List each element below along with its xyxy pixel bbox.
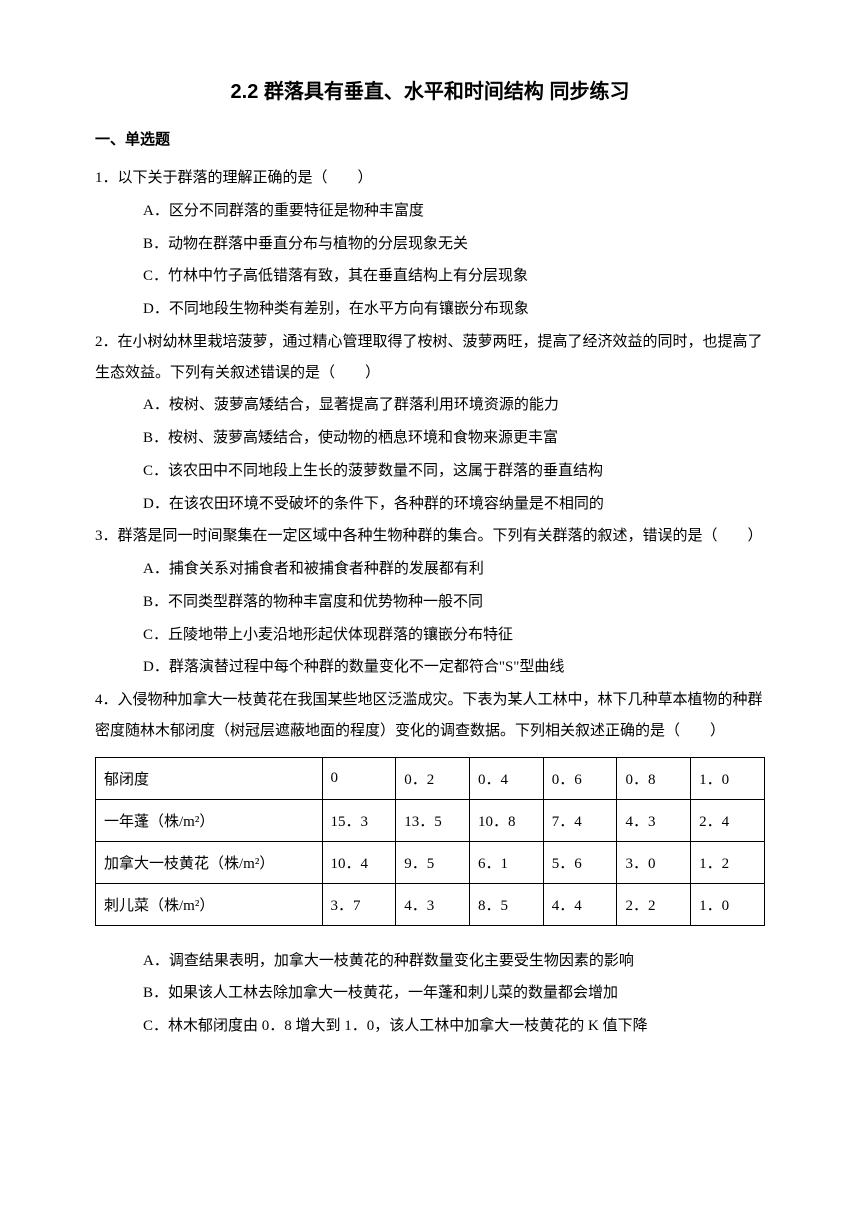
table-cell: 3．7 <box>322 883 396 925</box>
option-b: B．动物在群落中垂直分布与植物的分层现象无关 <box>95 229 765 260</box>
table-cell: 10．4 <box>322 841 396 883</box>
option-b: B．不同类型群落的物种丰富度和优势物种一般不同 <box>95 587 765 618</box>
table-cell: 0 <box>322 757 396 799</box>
option-d: D．群落演替过程中每个种群的数量变化不一定都符合"S"型曲线 <box>95 652 765 683</box>
option-b: B．桉树、菠萝高矮结合，使动物的栖息环境和食物来源更丰富 <box>95 423 765 454</box>
question-text: 4．入侵物种加拿大一枝黄花在我国某些地区泛滥成灾。下表为某人工林中，林下几种草本… <box>95 685 765 747</box>
question-1: 1．以下关于群落的理解正确的是（ ） A．区分不同群落的重要特征是物种丰富度 B… <box>95 163 765 325</box>
table-cell: 0．2 <box>396 757 470 799</box>
table-cell: 0．4 <box>469 757 543 799</box>
question-3: 3．群落是同一时间聚集在一定区域中各种生物种群的集合。下列有关群落的叙述，错误的… <box>95 521 765 683</box>
option-b: B．如果该人工林去除加拿大一枝黄花，一年蓬和刺儿菜的数量都会增加 <box>95 978 765 1009</box>
table-cell: 3．0 <box>617 841 691 883</box>
table-cell: 15．3 <box>322 799 396 841</box>
option-c: C．竹林中竹子高低错落有致，其在垂直结构上有分层现象 <box>95 261 765 292</box>
table-cell: 9．5 <box>396 841 470 883</box>
table-cell: 6．1 <box>469 841 543 883</box>
option-c: C．该农田中不同地段上生长的菠萝数量不同，这属于群落的垂直结构 <box>95 456 765 487</box>
table-cell: 一年蓬（株/m²） <box>96 799 323 841</box>
table-cell: 刺儿菜（株/m²） <box>96 883 323 925</box>
question-4-options: A．调查结果表明，加拿大一枝黄花的种群数量变化主要受生物因素的影响 B．如果该人… <box>95 946 765 1042</box>
table-cell: 郁闭度 <box>96 757 323 799</box>
table-cell: 1．0 <box>691 757 765 799</box>
question-4: 4．入侵物种加拿大一枝黄花在我国某些地区泛滥成灾。下表为某人工林中，林下几种草本… <box>95 685 765 747</box>
table-cell: 2．2 <box>617 883 691 925</box>
table-cell: 4．3 <box>617 799 691 841</box>
table-cell: 0．6 <box>543 757 617 799</box>
table-cell: 1．0 <box>691 883 765 925</box>
question-2: 2．在小树幼林里栽培菠萝，通过精心管理取得了桉树、菠萝两旺，提高了经济效益的同时… <box>95 327 765 520</box>
table-cell: 13．5 <box>396 799 470 841</box>
option-a: A．区分不同群落的重要特征是物种丰富度 <box>95 196 765 227</box>
table-cell: 1．2 <box>691 841 765 883</box>
table-cell: 4．4 <box>543 883 617 925</box>
question-text: 2．在小树幼林里栽培菠萝，通过精心管理取得了桉树、菠萝两旺，提高了经济效益的同时… <box>95 327 765 389</box>
table-cell: 4．3 <box>396 883 470 925</box>
table-cell: 7．4 <box>543 799 617 841</box>
table-cell: 0．8 <box>617 757 691 799</box>
option-c: C．林木郁闭度由 0．8 增大到 1．0，该人工林中加拿大一枝黄花的 K 值下降 <box>95 1011 765 1042</box>
option-c: C．丘陵地带上小麦沿地形起伏体现群落的镶嵌分布特征 <box>95 620 765 651</box>
table-row: 加拿大一枝黄花（株/m²） 10．4 9．5 6．1 5．6 3．0 1．2 <box>96 841 765 883</box>
option-a: A．调查结果表明，加拿大一枝黄花的种群数量变化主要受生物因素的影响 <box>95 946 765 977</box>
data-table: 郁闭度 0 0．2 0．4 0．6 0．8 1．0 一年蓬（株/m²） 15．3… <box>95 757 765 926</box>
table-cell: 加拿大一枝黄花（株/m²） <box>96 841 323 883</box>
table-cell: 10．8 <box>469 799 543 841</box>
option-a: A．桉树、菠萝高矮结合，显著提高了群落利用环境资源的能力 <box>95 390 765 421</box>
table-row: 刺儿菜（株/m²） 3．7 4．3 8．5 4．4 2．2 1．0 <box>96 883 765 925</box>
table-cell: 2．4 <box>691 799 765 841</box>
question-text: 1．以下关于群落的理解正确的是（ ） <box>95 163 765 194</box>
table-cell: 8．5 <box>469 883 543 925</box>
question-text: 3．群落是同一时间聚集在一定区域中各种生物种群的集合。下列有关群落的叙述，错误的… <box>95 521 765 552</box>
page-title: 2.2 群落具有垂直、水平和时间结构 同步练习 <box>95 75 765 104</box>
option-d: D．不同地段生物种类有差别，在水平方向有镶嵌分布现象 <box>95 294 765 325</box>
table-row: 郁闭度 0 0．2 0．4 0．6 0．8 1．0 <box>96 757 765 799</box>
table-row: 一年蓬（株/m²） 15．3 13．5 10．8 7．4 4．3 2．4 <box>96 799 765 841</box>
table-cell: 5．6 <box>543 841 617 883</box>
option-a: A．捕食关系对捕食者和被捕食者种群的发展都有利 <box>95 554 765 585</box>
option-d: D．在该农田环境不受破坏的条件下，各种群的环境容纳量是不相同的 <box>95 489 765 520</box>
section-header: 一、单选题 <box>95 128 765 149</box>
